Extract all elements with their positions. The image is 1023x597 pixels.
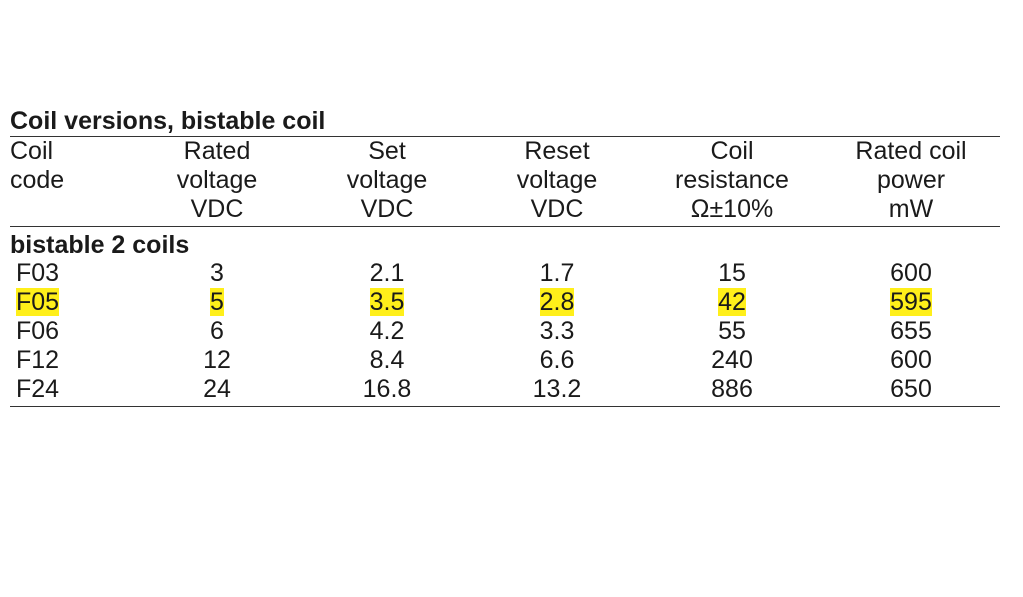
table-cell: 42 xyxy=(642,288,822,317)
table-cell: F12 xyxy=(10,346,132,375)
header-cell xyxy=(10,195,132,227)
cell-value: 655 xyxy=(890,317,932,345)
cell-value: 3 xyxy=(210,259,224,287)
header-cell: Rated xyxy=(183,137,251,165)
table-cell: F05 xyxy=(10,288,132,317)
header-cell: code xyxy=(10,166,65,194)
header-cell: Coil xyxy=(10,137,54,165)
table-cell: 13.2 xyxy=(472,375,642,407)
header-cell: Reset xyxy=(524,137,590,165)
cell-value: 2.1 xyxy=(369,259,405,287)
table-cell: 1.7 xyxy=(472,259,642,288)
header-row-2: code voltage voltage voltage resistance … xyxy=(10,166,1000,195)
table-cell: 3.3 xyxy=(472,317,642,346)
table-row: F06 6 4.2 3.3 55 655 xyxy=(10,317,1000,346)
cell-value: 595 xyxy=(890,288,932,316)
table-cell: 650 xyxy=(822,375,1000,407)
cell-value: 2.8 xyxy=(539,288,575,316)
table-cell: 655 xyxy=(822,317,1000,346)
table-cell: 6 xyxy=(132,317,302,346)
coil-versions-section: Coil versions, bistable coil Coil Rated … xyxy=(10,105,1000,407)
cell-value: F24 xyxy=(16,375,60,403)
header-row-3: VDC VDC VDC Ω±10% mW xyxy=(10,195,1000,227)
table-cell: 12 xyxy=(132,346,302,375)
header-row-1: Coil Rated Set Reset Coil Rated coil xyxy=(10,137,1000,166)
cell-value: 6.6 xyxy=(539,346,575,374)
cell-value: F12 xyxy=(16,346,60,374)
header-cell: voltage xyxy=(346,166,428,194)
table-row: F05 5 3.5 2.8 42 595 xyxy=(10,288,1000,317)
cell-value: 600 xyxy=(890,346,932,374)
cell-value: 240 xyxy=(711,346,753,374)
table-cell: F03 xyxy=(10,259,132,288)
cell-value: 650 xyxy=(890,375,932,403)
table-cell: 55 xyxy=(642,317,822,346)
table-cell: 4.2 xyxy=(302,317,472,346)
table-cell: 2.8 xyxy=(472,288,642,317)
cell-value: 4.2 xyxy=(369,317,405,345)
table-cell: 3 xyxy=(132,259,302,288)
table-cell: 6.6 xyxy=(472,346,642,375)
table-cell: 240 xyxy=(642,346,822,375)
table-cell: 24 xyxy=(132,375,302,407)
header-cell: voltage xyxy=(516,166,598,194)
table-header: Coil Rated Set Reset Coil Rated coil cod… xyxy=(10,137,1000,227)
table-cell: 600 xyxy=(822,259,1000,288)
coil-table: Coil Rated Set Reset Coil Rated coil cod… xyxy=(10,137,1000,407)
table-body: F03 3 2.1 1.7 15 600 F05 5 3.5 2.8 42 595 F06 6 4.2 3.3… xyxy=(10,259,1000,407)
cell-value: F05 xyxy=(16,288,60,316)
table-cell: F06 xyxy=(10,317,132,346)
cell-value: 3.3 xyxy=(539,317,575,345)
cell-value: 1.7 xyxy=(539,259,575,287)
header-cell: Ω±10% xyxy=(642,195,822,227)
header-cell: VDC xyxy=(132,195,302,227)
table-row: F03 3 2.1 1.7 15 600 xyxy=(10,259,1000,288)
header-cell: mW xyxy=(822,195,1000,227)
cell-value: 16.8 xyxy=(362,375,412,403)
table-cell: 600 xyxy=(822,346,1000,375)
table-cell: 16.8 xyxy=(302,375,472,407)
table-cell: 2.1 xyxy=(302,259,472,288)
cell-value: 42 xyxy=(718,288,746,316)
table-cell: 3.5 xyxy=(302,288,472,317)
header-cell: VDC xyxy=(472,195,642,227)
cell-value: 15 xyxy=(718,259,746,287)
cell-value: 24 xyxy=(203,375,231,403)
cell-value: 55 xyxy=(718,317,746,345)
header-cell: VDC xyxy=(302,195,472,227)
section-title: Coil versions, bistable coil xyxy=(10,105,1000,137)
header-cell: resistance xyxy=(675,166,789,194)
table-row: F12 12 8.4 6.6 240 600 xyxy=(10,346,1000,375)
table-row: F24 24 16.8 13.2 886 650 xyxy=(10,375,1000,407)
group-row: bistable 2 coils xyxy=(10,227,1000,260)
cell-value: 13.2 xyxy=(532,375,582,403)
table-cell: 886 xyxy=(642,375,822,407)
cell-value: 600 xyxy=(890,259,932,287)
cell-value: 6 xyxy=(210,317,224,345)
table-cell: 8.4 xyxy=(302,346,472,375)
table-cell: 15 xyxy=(642,259,822,288)
cell-value: F03 xyxy=(16,259,60,287)
cell-value: 8.4 xyxy=(369,346,405,374)
table-cell: 595 xyxy=(822,288,1000,317)
cell-value: F06 xyxy=(16,317,60,345)
cell-value: 886 xyxy=(711,375,753,403)
cell-value: 3.5 xyxy=(369,288,405,316)
table-cell: F24 xyxy=(10,375,132,407)
cell-value: 5 xyxy=(210,288,224,316)
cell-value: 12 xyxy=(203,346,231,374)
table-cell: 5 xyxy=(132,288,302,317)
header-cell: power xyxy=(876,166,946,194)
header-cell: Coil xyxy=(710,137,754,165)
group-label: bistable 2 coils xyxy=(10,231,190,259)
header-cell: voltage xyxy=(176,166,258,194)
header-cell: Rated coil xyxy=(855,137,967,165)
header-cell: Set xyxy=(368,137,406,165)
